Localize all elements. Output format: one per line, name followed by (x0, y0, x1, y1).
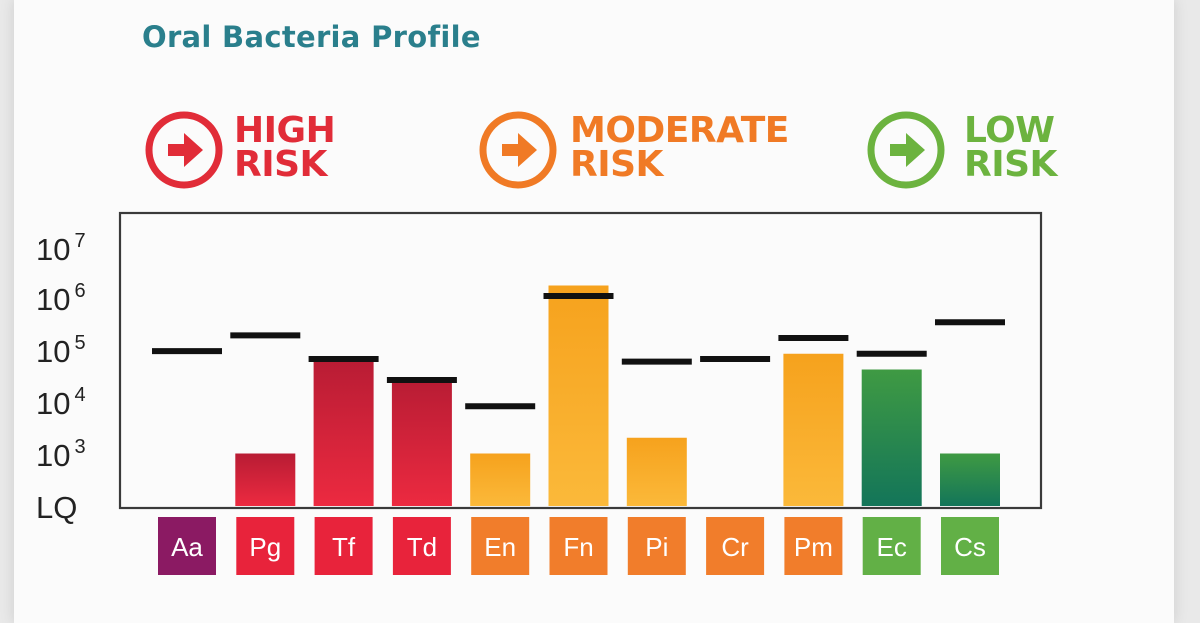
category-box-En (471, 517, 530, 575)
arrow-right-circle-icon (145, 111, 223, 189)
category-box-Pi (627, 517, 686, 575)
y-tick-label: 10 6 (36, 280, 86, 317)
y-tick-exponent: 6 (74, 280, 85, 302)
x-tick-label-Fn: Fn (563, 532, 593, 562)
legend-high-label: HIGH RISK (234, 110, 336, 185)
x-tick-label-Ec: Ec (877, 532, 907, 562)
x-tick-label-Cs: Cs (954, 532, 986, 562)
x-tick-label-Pi: Pi (645, 532, 668, 562)
y-tick-exponent: 4 (74, 384, 85, 406)
arrow-right-circle-icon (479, 111, 557, 189)
bar-Pi (626, 437, 687, 506)
y-tick-exponent: 7 (74, 230, 85, 252)
y-tick-label: 10 5 (36, 332, 86, 369)
x-tick-label-Pg: Pg (249, 532, 281, 562)
threshold-Pg (230, 332, 301, 339)
threshold-Fn (543, 293, 614, 299)
threshold-Tf (308, 356, 379, 362)
bar-Pm (783, 353, 844, 506)
category-box-Tf (314, 517, 373, 575)
y-tick-label: 10 7 (36, 230, 86, 267)
legend-high-line2: RISK (234, 144, 327, 185)
x-tick-label-En: En (484, 532, 516, 562)
y-tick-label: LQ (36, 490, 77, 525)
legend-low-line2: RISK (964, 144, 1057, 185)
x-tick-label-Td: Td (407, 532, 437, 562)
threshold-Pi (621, 358, 692, 365)
legend-moderate-line2: RISK (570, 144, 663, 185)
bar-Fn (548, 285, 609, 506)
threshold-Cr (700, 356, 771, 362)
threshold-Pm (778, 335, 849, 341)
threshold-Aa (152, 348, 222, 355)
legend-moderate-line1: MODERATE (570, 110, 789, 151)
y-tick-label: 10 3 (36, 436, 86, 473)
legend-low-line1: LOW (964, 110, 1055, 151)
threshold-En (465, 403, 536, 410)
x-axis-labels: Aa Pg Tf Td En Fn Pi Cr Pm Ec Cs (158, 517, 999, 575)
y-tick-exponent: 3 (74, 436, 85, 458)
category-box-Pg (236, 517, 295, 575)
chart-title: Oral Bacteria Profile (142, 20, 481, 54)
x-tick-label-Pm: Pm (794, 532, 833, 562)
y-tick-label: 10 4 (36, 384, 86, 421)
category-box-Fn (549, 517, 608, 575)
bar-Td (391, 380, 452, 506)
category-box-Aa (158, 517, 216, 575)
bar-En (470, 453, 531, 506)
threshold-Ec (856, 350, 927, 357)
bar-Pg (235, 453, 296, 506)
threshold-Td (386, 377, 457, 383)
plot-frame (118, 211, 1043, 510)
x-tick-label-Tf: Tf (332, 532, 356, 562)
x-tick-label-Aa: Aa (171, 532, 203, 562)
category-box-Cr (706, 517, 765, 575)
category-box-Pm (784, 517, 843, 575)
bar-Ec (861, 369, 922, 506)
category-box-Td (392, 517, 451, 575)
arrow-right-circle-icon (867, 111, 945, 189)
legend-high-line1: HIGH (234, 110, 336, 151)
legend-moderate-label: MODERATE RISK (570, 110, 789, 185)
bar-Tf (313, 359, 374, 506)
threshold-Cs (935, 319, 1005, 326)
bars-layer (235, 285, 1000, 506)
y-tick-exponent: 5 (74, 332, 85, 354)
category-box-Ec (862, 517, 921, 575)
category-box-Cs (941, 517, 999, 575)
bar-Cs (940, 453, 1000, 506)
legend-low-label: LOW RISK (964, 110, 1057, 185)
x-tick-label-Cr: Cr (721, 532, 749, 562)
threshold-layer (152, 293, 1005, 410)
